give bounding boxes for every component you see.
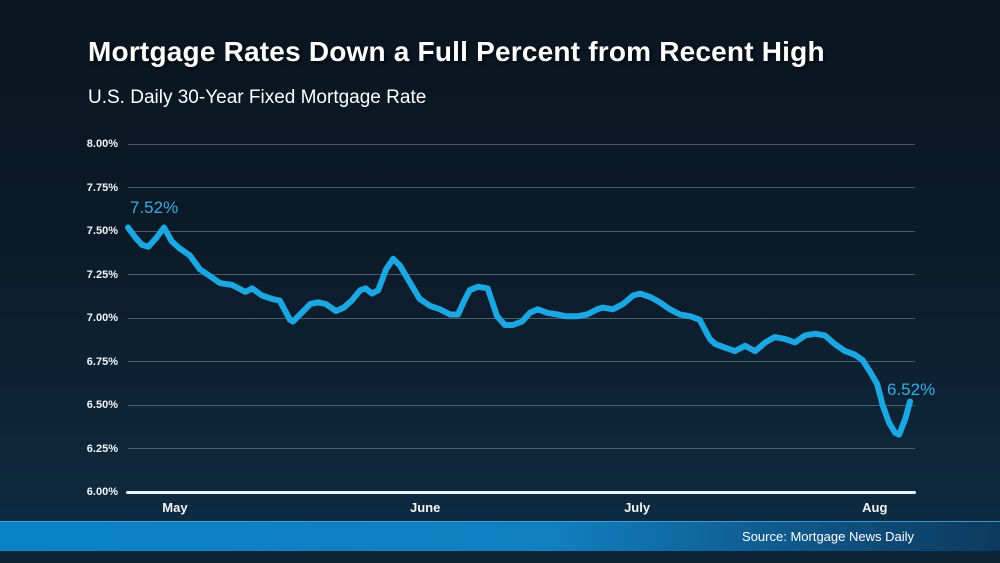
y-tick-label: 6.75% [86,355,118,368]
y-tick-label: 6.25% [86,442,118,455]
x-axis-baseline [126,490,916,494]
source-bar: Source: Mortgage News Daily [0,521,1000,551]
x-tick-label: May [162,500,188,515]
page-title: Mortgage Rates Down a Full Percent from … [88,36,825,67]
y-tick-label: 6.00% [86,486,118,498]
header: Mortgage Rates Down a Full Percent from … [88,36,825,109]
gridline [128,274,915,275]
gridline [128,230,915,232]
x-tick-label: Aug [862,500,888,515]
x-tick-label: June [409,500,441,515]
y-tick-label: 7.75% [86,181,118,194]
page-subtitle: U.S. Daily 30-Year Fixed Mortgage Rate [88,87,427,108]
gridline [128,361,915,362]
source-attribution: Source: Mortgage News Daily [742,529,914,544]
gridline [128,143,915,145]
y-tick-label: 7.00% [86,312,118,324]
gridline [128,404,915,406]
start-rate-label: 7.52% [130,197,179,217]
rate-line [125,224,913,438]
y-tick-label: 8.00% [86,138,118,150]
y-tick-label: 7.25% [86,268,118,281]
end-rate-label: 6.52% [887,379,936,399]
rate-line-svg [125,224,913,438]
gridline [128,187,915,188]
y-tick-label: 6.50% [86,399,118,411]
gridline [128,448,915,449]
x-tick-label: July [624,500,651,515]
y-tick-label: 7.50% [86,225,118,237]
